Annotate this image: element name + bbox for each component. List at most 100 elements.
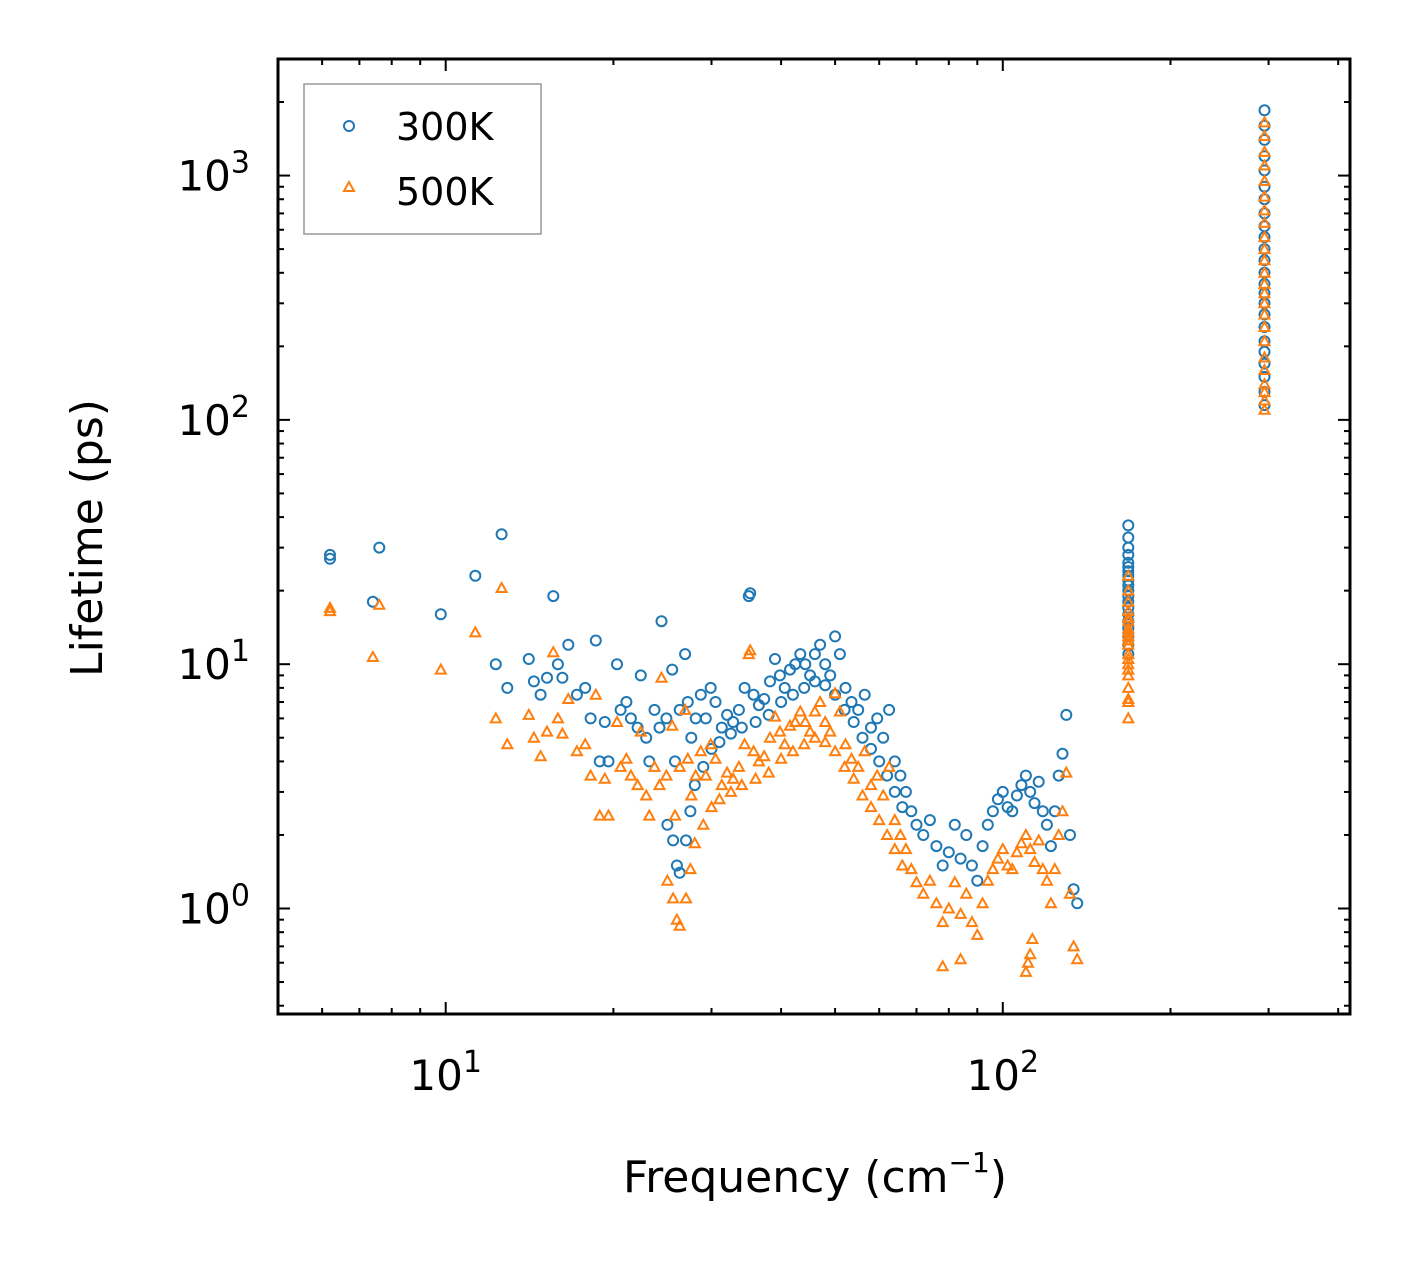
- data-point-500k: [1021, 955, 1035, 968]
- data-point-500k: [1121, 583, 1135, 596]
- data-point-500k: [1257, 215, 1272, 228]
- data-point-500k: [965, 915, 979, 928]
- data-point-500k: [743, 643, 757, 656]
- data-point-300k: [1122, 519, 1135, 532]
- data-point-500k: [468, 625, 482, 638]
- data-point-500k: [1070, 952, 1084, 965]
- data-point-500k: [778, 737, 792, 750]
- data-point-500k: [489, 711, 503, 724]
- data-point-300k: [808, 648, 821, 661]
- data-point-500k: [818, 714, 832, 727]
- data-point-500k: [1059, 765, 1073, 778]
- data-point-500k: [833, 704, 847, 717]
- data-point-500k: [1121, 568, 1135, 581]
- data-point-300k: [324, 548, 336, 561]
- data-point-300k: [986, 805, 999, 818]
- data-point-300k: [877, 731, 890, 744]
- data-point-300k: [865, 721, 877, 734]
- data-point-300k: [976, 840, 989, 853]
- data-point-300k: [960, 829, 973, 841]
- data-point-500k: [694, 744, 708, 757]
- data-point-500k: [970, 927, 984, 940]
- data-point-300k: [1122, 590, 1135, 603]
- data-point-300k: [747, 688, 760, 701]
- data-point-300k: [324, 552, 336, 565]
- data-point-500k: [1025, 931, 1040, 944]
- data-point-500k: [735, 778, 749, 791]
- data-point-500k: [899, 842, 913, 855]
- data-point-500k: [634, 724, 648, 737]
- data-point-300k: [679, 648, 692, 661]
- data-point-500k: [660, 873, 675, 886]
- data-point-300k: [883, 703, 896, 716]
- data-point-500k: [1257, 296, 1272, 309]
- data-point-500k: [1044, 896, 1058, 909]
- data-point-500k: [366, 649, 380, 662]
- data-point-300k: [611, 658, 623, 671]
- data-point-300k: [685, 731, 698, 744]
- data-point-300k: [614, 703, 627, 716]
- data-point-500k: [665, 718, 679, 731]
- data-point-300k: [917, 829, 930, 841]
- data-point-500k: [798, 714, 812, 727]
- data-point-500k: [746, 744, 761, 757]
- data-point-500k: [1036, 862, 1050, 875]
- data-point-300k: [1122, 541, 1135, 554]
- data-point-300k: [1258, 345, 1271, 358]
- data-point-500k: [1257, 307, 1272, 320]
- data-point-500k: [1121, 662, 1135, 675]
- data-point-300k: [930, 840, 943, 853]
- data-point-500k: [888, 813, 902, 826]
- data-point-500k: [522, 707, 536, 720]
- x-tick-label: 101: [409, 1045, 482, 1100]
- data-point-300k: [786, 688, 799, 701]
- data-point-500k: [500, 737, 514, 750]
- data-point-500k: [818, 735, 832, 748]
- data-point-500k: [654, 670, 669, 683]
- y-tick-label: 100: [177, 879, 250, 934]
- data-point-500k: [748, 771, 763, 784]
- data-point-300k: [727, 716, 740, 728]
- data-point-500k: [647, 759, 662, 772]
- data-point-500k: [882, 759, 896, 772]
- data-point-500k: [323, 600, 337, 613]
- data-point-500k: [1023, 842, 1037, 855]
- data-point-300k: [942, 846, 955, 859]
- data-point-500k: [613, 759, 628, 772]
- data-point-500k: [768, 709, 782, 722]
- data-point-500k: [847, 771, 861, 784]
- data-point-300k: [896, 801, 909, 814]
- data-point-300k: [775, 696, 788, 708]
- data-point-500k: [715, 778, 729, 791]
- data-point-500k: [813, 694, 827, 707]
- data-point-300k: [824, 669, 837, 682]
- data-point-300k: [1019, 769, 1032, 782]
- data-point-500k: [1121, 711, 1135, 724]
- data-point-300k: [593, 755, 606, 768]
- legend: 300K 500K: [303, 83, 542, 235]
- data-point-300k: [624, 712, 637, 725]
- data-point-300k: [873, 755, 886, 768]
- y-tick-label: 103: [177, 146, 250, 201]
- data-point-300k: [570, 688, 583, 701]
- data-point-500k: [704, 737, 718, 750]
- data-point-300k: [373, 541, 386, 554]
- data-point-300k: [434, 608, 447, 621]
- legend-label-300k: 300K: [396, 105, 495, 149]
- axes: 101 102 100 101 102 103: [177, 57, 1352, 1100]
- data-point-500k: [797, 737, 811, 750]
- data-point-500k: [762, 765, 776, 778]
- data-point-300k: [923, 814, 936, 827]
- data-point-300k: [715, 721, 728, 734]
- data-point-300k: [534, 688, 547, 701]
- data-point-500k: [699, 768, 713, 781]
- data-point-300k: [910, 818, 923, 831]
- data-point-500k: [986, 862, 1000, 875]
- data-point-300k: [1064, 829, 1076, 841]
- data-point-300k: [819, 658, 832, 671]
- data-point-500k: [864, 800, 878, 813]
- data-point-500k: [737, 737, 752, 750]
- data-point-300k: [894, 769, 907, 782]
- data-point-300k: [551, 658, 564, 671]
- data-point-500k: [624, 768, 638, 781]
